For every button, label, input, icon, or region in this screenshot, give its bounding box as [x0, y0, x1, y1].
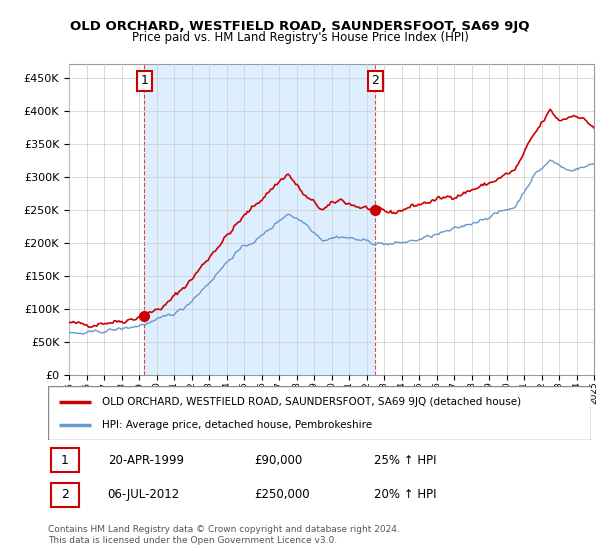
- Text: 20% ↑ HPI: 20% ↑ HPI: [374, 488, 436, 501]
- Text: 2: 2: [61, 488, 69, 501]
- Text: Contains HM Land Registry data © Crown copyright and database right 2024.
This d: Contains HM Land Registry data © Crown c…: [48, 525, 400, 545]
- FancyBboxPatch shape: [51, 483, 79, 507]
- Bar: [144, 64, 375, 375]
- Text: 25% ↑ HPI: 25% ↑ HPI: [374, 454, 436, 466]
- FancyBboxPatch shape: [51, 448, 79, 472]
- Text: £90,000: £90,000: [254, 454, 302, 466]
- Text: OLD ORCHARD, WESTFIELD ROAD, SAUNDERSFOOT, SA69 9JQ: OLD ORCHARD, WESTFIELD ROAD, SAUNDERSFOO…: [70, 20, 530, 32]
- Text: 20-APR-1999: 20-APR-1999: [108, 454, 184, 466]
- Text: 06-JUL-2012: 06-JUL-2012: [108, 488, 180, 501]
- Text: 2: 2: [371, 74, 379, 87]
- Text: Price paid vs. HM Land Registry's House Price Index (HPI): Price paid vs. HM Land Registry's House …: [131, 31, 469, 44]
- Text: OLD ORCHARD, WESTFIELD ROAD, SAUNDERSFOOT, SA69 9JQ (detached house): OLD ORCHARD, WESTFIELD ROAD, SAUNDERSFOO…: [103, 398, 521, 407]
- Text: 1: 1: [61, 454, 69, 466]
- Text: HPI: Average price, detached house, Pembrokeshire: HPI: Average price, detached house, Pemb…: [103, 419, 373, 430]
- Text: 1: 1: [140, 74, 148, 87]
- Text: £250,000: £250,000: [254, 488, 310, 501]
